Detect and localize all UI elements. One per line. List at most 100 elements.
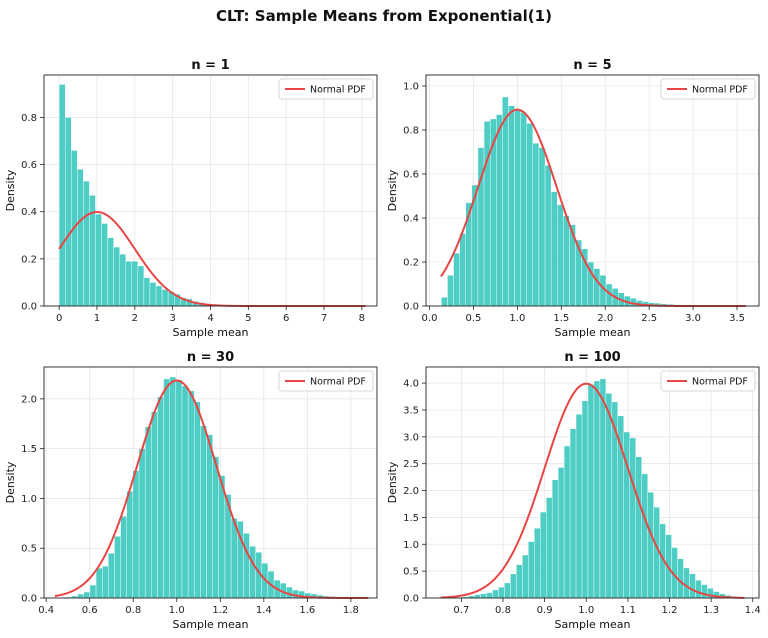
histogram-bar xyxy=(486,592,493,599)
histogram-bar xyxy=(125,261,132,307)
histogram-bar xyxy=(526,123,534,307)
x-tick-label: 0.6 xyxy=(82,605,98,616)
y-tick-label: 1.5 xyxy=(21,444,37,455)
histogram-bar xyxy=(599,378,607,599)
histogram-bar xyxy=(89,584,97,599)
subplot-n-5: 0.0 0.5 1.0 1.5 2.0 2.5 3.0 3.5 0.0 0.2 0.4 0.6 0.8 1… xyxy=(386,58,760,339)
y-tick-label: 0.8 xyxy=(403,126,419,137)
histogram-bar xyxy=(544,164,552,307)
histogram-bar xyxy=(120,516,127,599)
subplot-title: n = 30 xyxy=(187,350,234,365)
histogram-bar xyxy=(557,204,564,307)
histogram-bar xyxy=(534,527,541,599)
x-tick-label: 1.1 xyxy=(620,605,636,616)
y-tick-label: 1.5 xyxy=(403,513,419,524)
x-tick-label: 1.2 xyxy=(212,605,228,616)
histogram-bar xyxy=(144,426,152,599)
legend-box xyxy=(278,370,374,392)
histogram-bar xyxy=(492,589,499,599)
x-tick-label: 1.4 xyxy=(256,605,272,616)
y-axis-label: Density xyxy=(4,169,17,211)
histogram-bar xyxy=(187,390,195,599)
figure-title: CLT: Sample Means from Exponential(1) xyxy=(216,7,552,25)
histogram-bar xyxy=(510,573,517,599)
y-tick-label: 0.4 xyxy=(21,207,37,218)
subplot-title: n = 5 xyxy=(573,58,611,73)
y-axis-label: Density xyxy=(386,169,399,211)
normal-pdf-line xyxy=(440,382,745,599)
subplot-n-30: 0.4 0.6 0.8 1.0 1.2 1.4 1.6 1.8 0.0 0.5 1.0 1.5 2.0 S… xyxy=(4,350,378,631)
subplot-title: n = 1 xyxy=(191,58,229,73)
histogram-bar xyxy=(629,437,636,599)
x-tick-label: 0.5 xyxy=(465,313,481,324)
histogram-bar xyxy=(575,414,583,599)
histogram-bar xyxy=(593,380,601,599)
histogram-bar xyxy=(161,289,169,307)
subplot-n-1: 0 1 2 3 4 5 6 7 8 0.0 0.2 0.4 0.6 0.8 Sample mean Densi… xyxy=(4,58,378,339)
histogram-bar xyxy=(504,582,511,599)
histogram-bar xyxy=(126,491,134,599)
histogram-bar xyxy=(532,142,540,307)
histogram-bar xyxy=(169,376,177,599)
x-tick-label: 2.5 xyxy=(641,313,657,324)
histogram-bar xyxy=(138,448,146,599)
histogram-bar xyxy=(514,109,521,307)
histogram-bar xyxy=(137,265,145,307)
x-tick-label: 2.0 xyxy=(597,313,613,324)
axes-frame xyxy=(425,74,760,307)
histogram-bar xyxy=(508,105,515,307)
y-axis-label: Density xyxy=(386,461,399,503)
histogram-bar xyxy=(557,467,565,599)
x-tick-label: 1.5 xyxy=(553,313,569,324)
histogram-bar xyxy=(441,297,448,307)
histogram-bar xyxy=(101,223,108,307)
histogram-bar xyxy=(83,180,90,307)
histogram-bar xyxy=(151,411,158,599)
x-tick-label: 3.0 xyxy=(685,313,701,324)
histogram-bar xyxy=(114,536,121,599)
x-tick-label: 1 xyxy=(94,313,100,324)
x-tick-label: 0.8 xyxy=(495,605,511,616)
histogram-bar xyxy=(498,587,505,599)
histogram-bar xyxy=(83,591,91,599)
histogram-bar xyxy=(108,552,115,599)
x-tick-label: 0.8 xyxy=(125,605,141,616)
histogram-bar xyxy=(563,215,570,307)
histogram-bar xyxy=(243,533,250,599)
x-tick-label: 1.3 xyxy=(703,605,719,616)
histogram-bar xyxy=(95,567,103,599)
y-tick-label: 1.0 xyxy=(403,540,419,551)
y-tick-label: 0.4 xyxy=(403,214,419,225)
histogram-bar xyxy=(528,541,535,599)
histogram-bar xyxy=(206,434,213,599)
x-tick-label: 4 xyxy=(207,313,213,324)
subplot-n-100: 0.7 0.8 0.9 1.0 1.1 1.2 1.3 1.4 0.0 0.5 1.0 1.5 2.0 2… xyxy=(386,350,761,631)
x-tick-label: 0.7 xyxy=(453,605,469,616)
histogram-bar xyxy=(155,285,163,307)
legend-box xyxy=(660,370,756,392)
y-tick-label: 0.2 xyxy=(403,258,419,269)
x-tick-label: 3.5 xyxy=(729,313,745,324)
histogram-bar xyxy=(569,428,577,599)
x-tick-label: 0.0 xyxy=(422,313,438,324)
histogram-bar xyxy=(101,565,109,599)
histogram-bar xyxy=(581,400,589,599)
axes-frame xyxy=(425,366,760,599)
y-tick-label: 0.0 xyxy=(403,594,419,605)
histogram-bar xyxy=(143,277,151,307)
x-tick-label: 0 xyxy=(56,313,62,324)
y-tick-label: 0.5 xyxy=(403,567,419,578)
y-tick-label: 1.0 xyxy=(403,82,419,93)
histogram-bar xyxy=(64,117,72,307)
histogram-bar xyxy=(550,191,558,307)
histogram-bar xyxy=(163,378,170,599)
histogram-bar xyxy=(453,252,460,307)
histogram-bar xyxy=(635,456,642,599)
legend-label: Normal PDF xyxy=(310,377,366,388)
histogram-bar xyxy=(540,511,547,599)
histogram-bar xyxy=(496,114,503,307)
y-tick-label: 0.6 xyxy=(21,160,37,171)
y-tick-label: 4.0 xyxy=(403,379,419,390)
histogram-bar xyxy=(683,567,690,599)
x-tick-label: 8 xyxy=(359,313,365,324)
